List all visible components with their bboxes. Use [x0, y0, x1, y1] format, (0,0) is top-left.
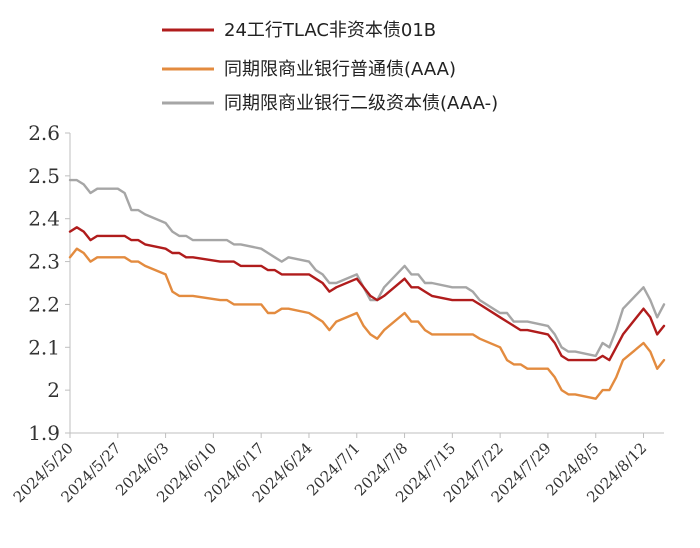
legend: 24工行TLAC非资本债01B 同期限商业银行普通债(AAA) 同期限商业银行二级资…	[162, 20, 498, 114]
axes: 2.62.52.42.32.22.121.92024/5/202024/5/27…	[10, 121, 664, 506]
y-tick-label: 2.6	[28, 121, 60, 145]
y-tick-label: 2.5	[28, 164, 60, 188]
y-tick-label: 2.4	[28, 207, 60, 231]
series-line	[68, 247, 666, 400]
series-layer	[68, 178, 666, 400]
y-tick-label: 2.3	[28, 250, 60, 274]
legend-label: 同期限商业银行普通债(AAA)	[224, 59, 456, 80]
series-line	[68, 226, 666, 362]
legend-label: 同期限商业银行二级资本债(AAA-)	[224, 93, 498, 114]
y-tick-label: 2.1	[28, 335, 60, 359]
y-tick-label: 1.9	[28, 421, 60, 445]
y-tick-label: 2	[47, 378, 60, 402]
y-tick-label: 2.2	[28, 292, 60, 316]
series-line	[68, 178, 666, 358]
legend-label: 24工行TLAC非资本债01B	[224, 20, 436, 41]
